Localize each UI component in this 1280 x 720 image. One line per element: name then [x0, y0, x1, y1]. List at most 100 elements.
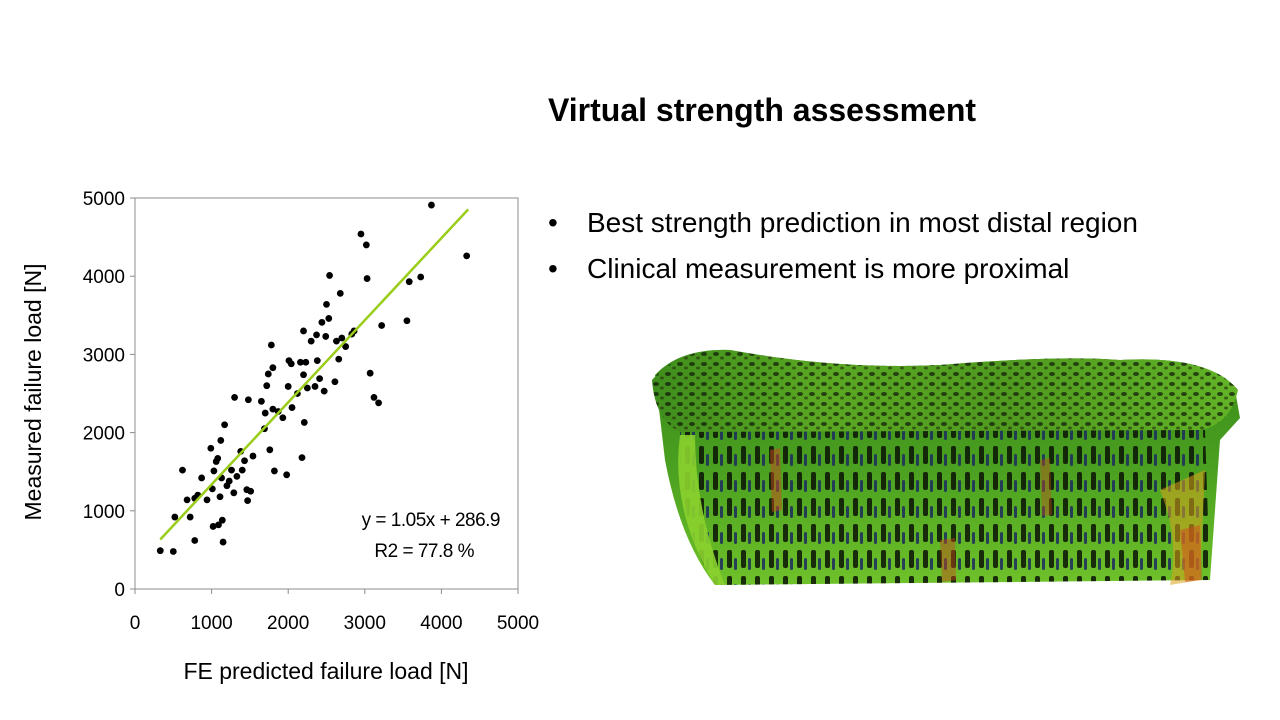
- y-tick-label: 4000: [83, 267, 125, 288]
- data-point: [300, 371, 307, 379]
- data-point: [269, 364, 277, 372]
- data-point: [264, 370, 272, 378]
- data-point: [405, 278, 413, 286]
- data-point: [378, 322, 386, 329]
- x-tick-label: 1000: [190, 613, 232, 634]
- data-point: [287, 360, 295, 368]
- y-tick-label: 2000: [83, 424, 125, 445]
- data-point: [214, 455, 222, 462]
- data-point: [233, 472, 241, 480]
- x-tick-label: 0: [130, 613, 141, 634]
- bullet-text: Clinical measurement is more proximal: [587, 253, 1070, 284]
- data-point: [198, 474, 206, 482]
- y-tick-label: 1000: [83, 502, 125, 523]
- data-point: [323, 300, 330, 308]
- data-point: [261, 409, 269, 417]
- data-point: [230, 489, 238, 497]
- data-point: [169, 548, 177, 555]
- data-point: [342, 343, 350, 350]
- data-point: [362, 241, 370, 249]
- data-point: [218, 516, 226, 524]
- x-tick-label: 5000: [497, 613, 539, 634]
- bullet-dot: •: [548, 207, 558, 238]
- data-point: [231, 394, 238, 401]
- data-point: [171, 513, 179, 521]
- bullet-item: • Clinical measurement is more proximal: [548, 246, 1138, 292]
- bullet-dot: •: [548, 253, 558, 284]
- data-point: [417, 273, 425, 281]
- data-point: [326, 272, 333, 279]
- data-point: [370, 394, 378, 401]
- data-point: [217, 437, 225, 444]
- data-point: [209, 523, 217, 530]
- data-point: [183, 496, 191, 504]
- x-tick-label: 2000: [267, 613, 309, 634]
- data-point: [219, 538, 227, 546]
- data-points: [156, 201, 471, 555]
- data-point: [318, 318, 326, 326]
- bullet-item: • Best strength prediction in most distal…: [548, 200, 1138, 246]
- data-point: [257, 397, 265, 405]
- data-point: [203, 496, 211, 504]
- data-point: [210, 467, 218, 475]
- trendline: [159, 208, 470, 541]
- data-point: [463, 252, 471, 260]
- data-point: [322, 333, 330, 340]
- data-point: [363, 275, 371, 282]
- data-point: [375, 399, 382, 407]
- data-point: [335, 355, 343, 363]
- data-point: [357, 230, 365, 238]
- data-point: [333, 337, 340, 345]
- y-tick-label: 3000: [83, 345, 125, 366]
- data-point: [179, 466, 186, 474]
- equation-annotation: y = 1.05x + 286.9: [362, 510, 500, 531]
- data-point: [300, 327, 307, 335]
- x-tick-label: 4000: [420, 613, 462, 634]
- data-point: [215, 521, 222, 529]
- data-point: [300, 419, 308, 426]
- data-point: [403, 317, 411, 325]
- x-axis-label: FE predicted failure load [N]: [183, 658, 468, 684]
- data-point: [338, 334, 346, 342]
- data-point: [311, 383, 319, 390]
- data-point: [247, 487, 255, 495]
- data-point: [216, 493, 224, 501]
- bullet-list: • Best strength prediction in most distal…: [548, 200, 1138, 292]
- bone-fe-model-image: [652, 349, 1240, 585]
- y-tick-label: 0: [114, 580, 125, 601]
- data-point: [313, 331, 320, 339]
- data-point: [244, 497, 252, 505]
- data-point: [303, 384, 311, 392]
- data-point: [366, 369, 374, 377]
- data-point: [238, 466, 246, 474]
- data-point: [225, 477, 233, 485]
- data-point: [271, 467, 278, 475]
- data-point: [266, 446, 274, 454]
- data-point: [241, 457, 248, 465]
- scatter-chart: 0 1000 2000 3000 4000 5000 0 1000 2000 3000 4000 5…: [20, 189, 539, 684]
- data-point: [228, 466, 235, 474]
- r2-annotation: R2 = 77.8 %: [374, 541, 474, 562]
- data-point: [331, 378, 339, 386]
- data-point: [249, 452, 257, 460]
- data-point: [288, 404, 296, 411]
- data-point: [207, 444, 215, 452]
- y-axis: 0 1000 2000 3000 4000 5000: [83, 189, 135, 601]
- data-point: [186, 513, 194, 521]
- slide-title: Virtual strength assessment: [548, 92, 977, 128]
- y-tick-label: 5000: [83, 189, 125, 210]
- data-point: [244, 396, 252, 404]
- data-point: [263, 382, 271, 390]
- data-point: [191, 537, 199, 544]
- y-axis-label: Measured failure load [N]: [20, 264, 46, 521]
- bullet-text: Best strength prediction in most distal …: [587, 207, 1138, 238]
- x-axis: 0 1000 2000 3000 4000 5000: [130, 589, 539, 634]
- data-point: [156, 547, 164, 555]
- data-point: [221, 421, 229, 429]
- data-point: [336, 290, 344, 297]
- data-point: [428, 201, 435, 209]
- data-point: [302, 358, 310, 366]
- data-point: [297, 358, 304, 366]
- x-tick-label: 3000: [344, 613, 386, 634]
- data-point: [279, 414, 287, 422]
